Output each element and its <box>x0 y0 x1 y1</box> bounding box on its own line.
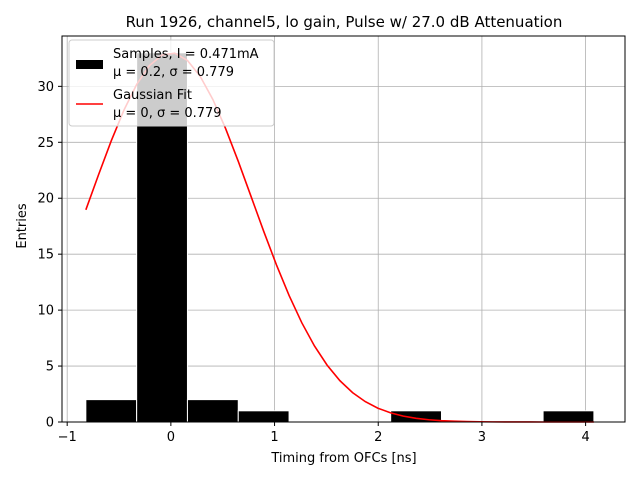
legend-fit-label: Gaussian Fit <box>113 88 192 103</box>
y-tick-label: 5 <box>46 360 54 375</box>
x-tick-label: 2 <box>374 430 382 445</box>
chart-title: Run 1926, channel5, lo gain, Pulse w/ 27… <box>126 13 563 31</box>
x-tick-label: 1 <box>270 430 278 445</box>
histogram-bar <box>85 399 138 423</box>
x-axis-label: Timing from OFCs [ns] <box>270 451 416 466</box>
legend: Samples, I = 0.471mA μ = 0.2, σ = 0.779 … <box>68 39 275 127</box>
y-tick-label: 25 <box>37 136 54 151</box>
y-tick-label: 30 <box>37 80 54 95</box>
x-tick-label: 3 <box>478 430 486 445</box>
legend-samples-patch <box>76 60 103 69</box>
axes-frame <box>61 35 626 423</box>
x-tick-label: 0 <box>167 430 175 445</box>
y-axis-label: Entries <box>15 203 30 249</box>
y-tick-label: 10 <box>37 304 54 319</box>
histogram-bar <box>542 410 595 423</box>
y-tick-label: 15 <box>37 248 54 263</box>
x-tick-label: 4 <box>581 430 589 445</box>
legend-fit-stats: μ = 0, σ = 0.779 <box>113 106 222 121</box>
histogram-bar <box>186 399 239 423</box>
y-tick-label: 20 <box>37 192 54 207</box>
histogram-bar <box>237 410 290 423</box>
legend-samples-label: Samples, I = 0.471mA <box>113 47 259 62</box>
y-axis-ticks: 0 5 10 15 20 25 30 <box>37 80 62 431</box>
x-tick-label: −1 <box>58 430 77 445</box>
legend-samples-stats: μ = 0.2, σ = 0.779 <box>113 65 234 80</box>
y-tick-label: 0 <box>46 416 54 431</box>
legend-box <box>68 39 275 127</box>
x-axis-ticks: −1 0 1 2 3 4 <box>58 422 590 445</box>
